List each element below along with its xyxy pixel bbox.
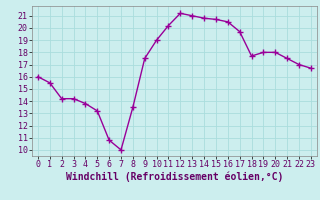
X-axis label: Windchill (Refroidissement éolien,°C): Windchill (Refroidissement éolien,°C) <box>66 172 283 182</box>
